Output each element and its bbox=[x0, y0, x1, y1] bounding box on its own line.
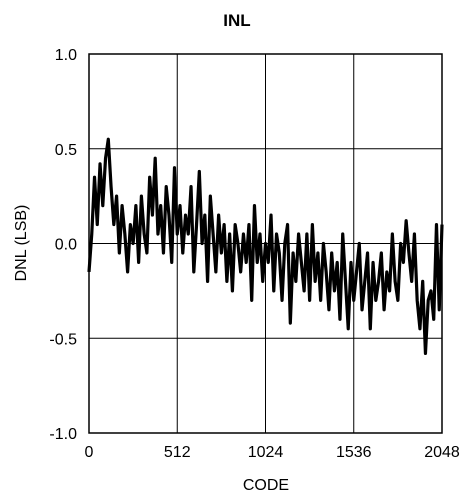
x-tick-label: 1024 bbox=[248, 444, 284, 461]
y-tick-label: -1.0 bbox=[49, 426, 77, 443]
y-tick-label: 1.0 bbox=[55, 47, 77, 64]
x-tick-label: 1536 bbox=[336, 444, 372, 461]
y-tick-labels: -1.0 -0.5 0.0 0.5 1.0 bbox=[49, 47, 77, 443]
x-tick-label: 2048 bbox=[424, 444, 460, 461]
x-axis-label: CODE bbox=[243, 477, 289, 494]
y-tick-label: -0.5 bbox=[49, 331, 77, 348]
x-tick-label: 0 bbox=[85, 444, 94, 461]
series bbox=[87, 137, 444, 356]
chart-title: INL bbox=[223, 11, 250, 30]
y-axis-label: DNL (LSB) bbox=[13, 205, 30, 282]
y-tick-label: 0.5 bbox=[55, 142, 77, 159]
x-tick-labels: 0 512 1024 1536 2048 bbox=[85, 444, 460, 461]
series-line-0 bbox=[87, 137, 444, 356]
y-tick-label: 0.0 bbox=[55, 237, 77, 254]
plot-frame bbox=[88, 53, 443, 434]
x-tick-label: 512 bbox=[164, 444, 191, 461]
